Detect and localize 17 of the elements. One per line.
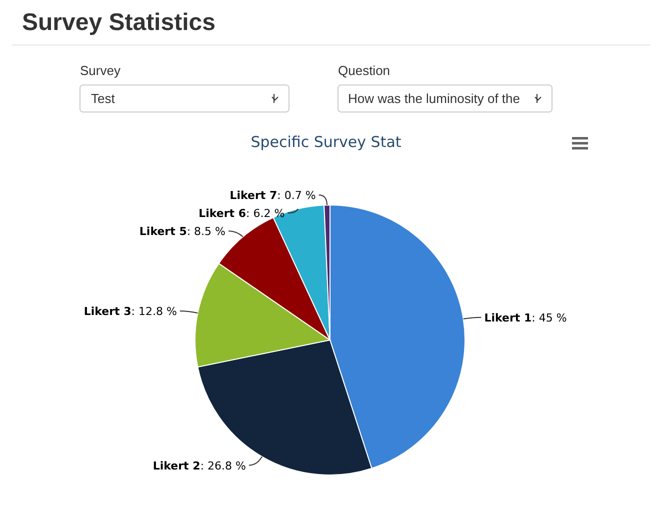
data-label: : 8.5 %: [186, 225, 226, 238]
text: How was the luminosity of the: [348, 91, 520, 106]
chart-title: Specific Survey Stat: [250, 133, 402, 151]
data-label: : 26.8 %: [200, 459, 246, 472]
data-label: : 0.7 %: [277, 189, 316, 202]
slice-label: Likert 1: [484, 311, 532, 324]
text: Survey: [80, 63, 121, 78]
slice-label: Likert 6: [198, 207, 246, 220]
slice-label: Likert 2: [152, 459, 200, 472]
slice-label: Likert 7: [230, 189, 278, 202]
data-label: : 45 %: [532, 311, 567, 324]
text: Question: [338, 63, 390, 78]
text: Test: [91, 91, 116, 106]
text: Survey Statistics: [22, 9, 216, 36]
slice-label: Likert 3: [84, 305, 132, 318]
slice-label: Likert 5: [139, 225, 187, 238]
data-label: : 12.8 %: [131, 305, 177, 318]
